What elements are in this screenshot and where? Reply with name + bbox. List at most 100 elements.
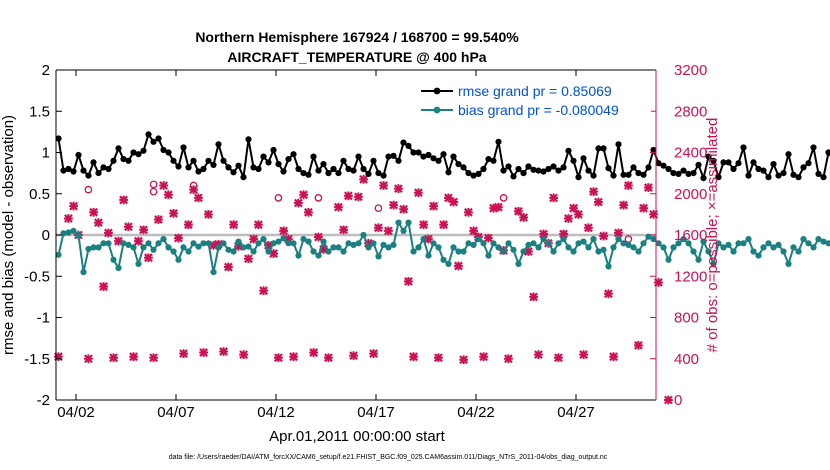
rmse-point bbox=[650, 146, 657, 154]
rmse-point bbox=[355, 153, 362, 160]
rmse-point bbox=[570, 157, 577, 164]
y-left-tick-label: -0.5 bbox=[24, 268, 50, 285]
rmse-point bbox=[820, 174, 827, 181]
bias-point bbox=[630, 244, 637, 251]
rmse-point bbox=[175, 163, 182, 170]
obs-count-marker bbox=[494, 202, 503, 212]
rmse-point bbox=[385, 153, 392, 160]
y-axis-left-label: rmse and bias (model - observation) bbox=[0, 115, 17, 355]
obs-count-marker bbox=[309, 348, 318, 357]
rmse-point bbox=[460, 164, 467, 171]
obs-count-marker bbox=[129, 352, 138, 362]
obs-count-marker bbox=[504, 354, 513, 364]
bias-point bbox=[260, 236, 267, 243]
bias-point bbox=[155, 240, 162, 247]
rmse-point bbox=[185, 164, 192, 171]
bias-point bbox=[165, 244, 172, 251]
rmse-point bbox=[550, 163, 557, 170]
y-left-tick-label: -1 bbox=[37, 310, 50, 327]
rmse-point bbox=[380, 172, 387, 179]
bias-point bbox=[305, 238, 312, 245]
rmse-point bbox=[780, 170, 787, 177]
rmse-point bbox=[80, 167, 87, 174]
rmse-point bbox=[705, 153, 712, 160]
bias-point bbox=[380, 241, 387, 248]
rmse-point bbox=[635, 170, 642, 177]
rmse-point bbox=[505, 163, 512, 170]
rmse-point bbox=[600, 145, 607, 152]
obs-count-marker bbox=[584, 223, 593, 233]
bias-point bbox=[760, 244, 767, 251]
obs-count-marker bbox=[119, 195, 128, 205]
y-right-tick-label: 0 bbox=[674, 392, 682, 409]
obs-count-marker bbox=[459, 355, 468, 365]
obs-count-marker bbox=[139, 225, 148, 235]
obs-count-marker bbox=[599, 231, 608, 241]
obs-count-marker bbox=[64, 214, 73, 223]
bias-point bbox=[335, 244, 342, 251]
bias-point bbox=[135, 260, 142, 267]
rmse-point bbox=[270, 146, 277, 154]
bias-point bbox=[525, 241, 532, 248]
rmse-point bbox=[395, 157, 402, 164]
obs-count-marker bbox=[349, 351, 358, 361]
bias-point bbox=[815, 236, 822, 243]
x-tick-label: 04/27 bbox=[557, 404, 595, 421]
obs-count-marker bbox=[589, 187, 598, 197]
x-axis-label: Apr.01,2011 00:00:00 start bbox=[269, 428, 446, 445]
obs-count-marker bbox=[314, 232, 323, 242]
bias-point bbox=[390, 241, 397, 248]
obs-count-marker bbox=[439, 220, 448, 230]
obs-count-marker bbox=[299, 190, 308, 200]
bias-point bbox=[65, 229, 72, 236]
bias-point bbox=[375, 253, 382, 260]
rmse-point bbox=[400, 139, 407, 146]
rmse-point bbox=[375, 170, 382, 177]
bias-point bbox=[210, 269, 217, 276]
bias-point bbox=[170, 248, 177, 255]
obs-count-marker bbox=[464, 207, 473, 217]
bias-point bbox=[500, 248, 507, 255]
rmse-point bbox=[810, 144, 817, 151]
rmse-point bbox=[605, 165, 612, 172]
legend-rmse-label: rmse grand pr = 0.85069 bbox=[458, 83, 612, 99]
obs-count-marker bbox=[624, 181, 633, 190]
bias-point bbox=[315, 252, 322, 259]
obs-count-marker bbox=[529, 292, 538, 302]
rmse-point bbox=[725, 159, 732, 166]
obs-count-marker bbox=[354, 192, 363, 202]
rmse-point bbox=[575, 174, 582, 181]
rmse-point bbox=[585, 167, 592, 174]
rmse-point bbox=[420, 153, 427, 160]
bias-point bbox=[565, 244, 572, 251]
bias-point bbox=[340, 248, 347, 255]
bias-point bbox=[605, 263, 612, 270]
bias-point bbox=[715, 240, 722, 247]
rmse-point bbox=[425, 151, 432, 159]
rmse-point bbox=[290, 151, 297, 158]
rmse-point bbox=[260, 153, 267, 160]
bias-point bbox=[75, 231, 82, 239]
rmse-point bbox=[225, 164, 232, 171]
obs-count-marker bbox=[289, 352, 298, 362]
obs-count-marker bbox=[644, 183, 653, 192]
obs-count-marker bbox=[534, 350, 543, 360]
rmse-point bbox=[565, 147, 572, 154]
bias-point bbox=[435, 244, 442, 251]
rmse-point bbox=[300, 170, 307, 177]
rmse-point bbox=[475, 170, 482, 177]
rmse-point bbox=[625, 171, 632, 178]
rmse-point bbox=[615, 141, 622, 148]
obs-count-marker bbox=[144, 253, 153, 263]
obs-count-marker bbox=[399, 204, 408, 214]
rmse-point bbox=[195, 168, 202, 175]
rmse-point bbox=[350, 167, 357, 174]
rmse-point bbox=[100, 164, 107, 171]
bias-point bbox=[195, 243, 202, 250]
rmse-point bbox=[140, 147, 147, 154]
rmse-point bbox=[200, 165, 207, 173]
bias-point bbox=[765, 240, 772, 247]
obs-count-marker bbox=[654, 278, 663, 287]
rmse-point bbox=[285, 156, 292, 163]
x-tick-label: 04/12 bbox=[257, 404, 295, 421]
